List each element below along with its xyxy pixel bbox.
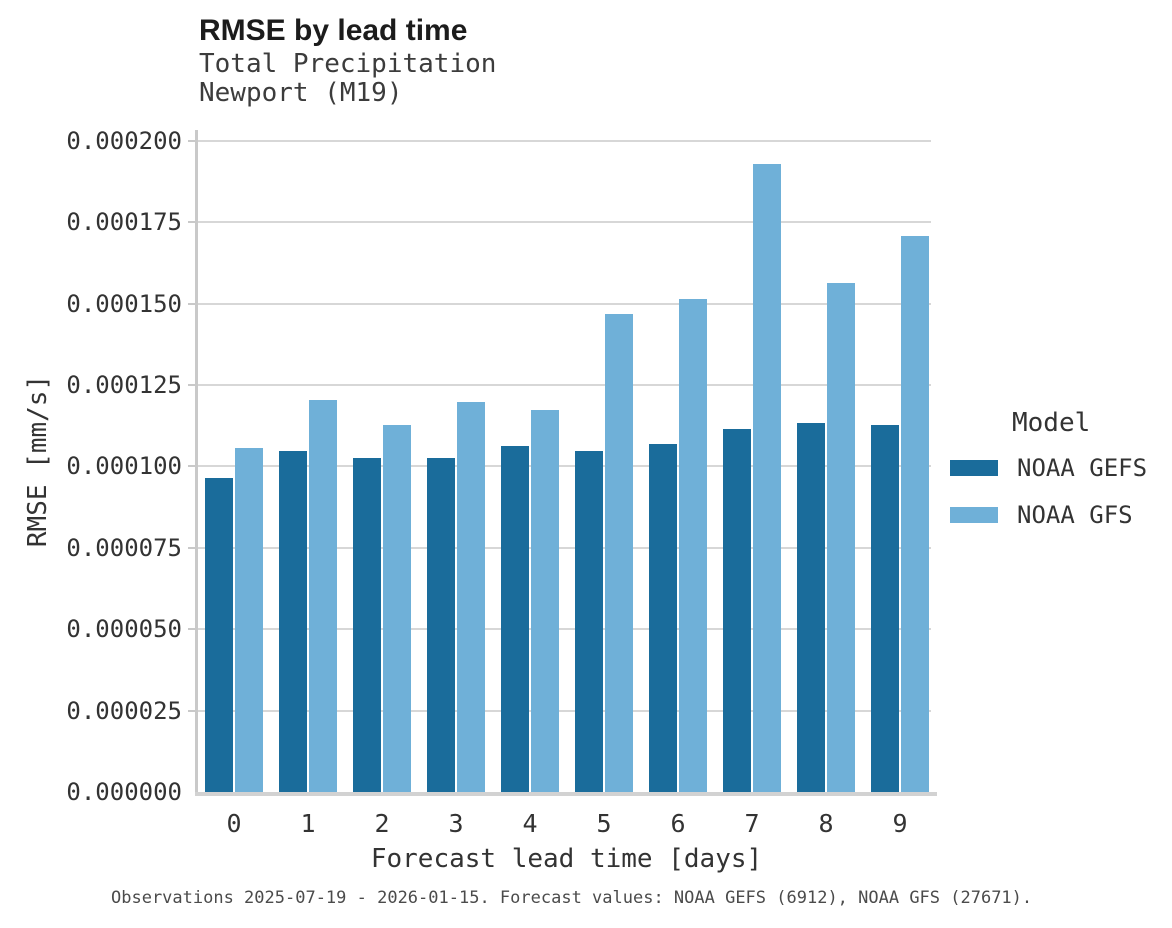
bar-noaa-gefs-day-7 — [723, 429, 751, 792]
gridline — [198, 221, 931, 224]
bar-noaa-gefs-day-3 — [427, 457, 455, 792]
x-axis-line — [195, 792, 937, 796]
y-tick-mark — [188, 302, 195, 305]
x-tick-label: 4 — [522, 809, 538, 838]
x-tick-label: 2 — [374, 809, 390, 838]
y-tick-mark — [188, 465, 195, 468]
legend: Model NOAA GEFS NOAA GFS — [950, 408, 1170, 548]
y-tick-mark — [188, 709, 195, 712]
gridline — [198, 302, 931, 305]
x-tick-label: 8 — [818, 809, 834, 838]
y-tick-mark — [188, 546, 195, 549]
bar-noaa-gfs-day-8 — [827, 283, 855, 792]
bar-noaa-gfs-day-6 — [679, 299, 707, 792]
chart-subtitle-line1: Total Precipitation — [199, 49, 497, 79]
gridline — [198, 628, 931, 631]
legend-item: NOAA GFS — [950, 501, 1170, 529]
y-tick-mark — [188, 628, 195, 631]
legend-label: NOAA GFS — [1017, 501, 1133, 529]
x-tick-label: 3 — [448, 809, 464, 838]
chart-subtitle-line2: Newport (M19) — [199, 78, 403, 108]
bar-noaa-gfs-day-0 — [235, 447, 263, 792]
legend-swatch — [950, 460, 998, 476]
legend-item: NOAA GEFS — [950, 454, 1170, 482]
gridline — [198, 709, 931, 712]
legend-swatch — [950, 507, 998, 523]
bar-noaa-gefs-day-8 — [797, 423, 825, 792]
y-tick-label: 0.000050 — [66, 615, 182, 644]
y-tick-label: 0.000075 — [66, 533, 182, 562]
y-tick-mark — [188, 221, 195, 224]
y-tick-mark — [188, 139, 195, 142]
bar-noaa-gefs-day-0 — [205, 477, 233, 792]
bar-noaa-gfs-day-4 — [531, 410, 559, 792]
y-tick-label: 0.000150 — [66, 289, 182, 318]
legend-title: Model — [1012, 408, 1091, 438]
x-tick-label: 0 — [226, 809, 242, 838]
y-axis-title: RMSE [mm/s] — [23, 374, 53, 548]
chart-title: RMSE by lead time — [199, 14, 468, 47]
bar-noaa-gfs-day-5 — [605, 314, 633, 792]
y-tick-label: 0.000000 — [66, 778, 182, 806]
y-tick-label: 0.000125 — [66, 371, 182, 399]
gridline — [198, 139, 931, 142]
y-tick-mark — [188, 384, 195, 386]
bar-noaa-gefs-day-1 — [279, 451, 307, 792]
y-tick-label: 0.000175 — [66, 208, 182, 237]
gridline — [198, 384, 931, 386]
bar-noaa-gfs-day-1 — [309, 399, 337, 792]
bar-noaa-gfs-day-9 — [901, 235, 929, 792]
gridline — [198, 465, 931, 468]
gridline — [198, 546, 931, 549]
bar-noaa-gefs-day-4 — [501, 446, 529, 792]
bar-noaa-gefs-day-2 — [353, 457, 381, 792]
plot-area: 0.000000 0.000025 0.000050 0.000075 0.000100… — [66, 127, 937, 838]
bar-noaa-gefs-day-9 — [871, 424, 899, 792]
caption: Observations 2025-07-19 - 2026-01-15. Fo… — [111, 888, 1033, 908]
y-tick-label: 0.000200 — [66, 126, 182, 155]
x-tick-label: 7 — [744, 809, 760, 838]
chart-subtitle: Total Precipitation Newport (M19) — [199, 50, 496, 108]
x-tick-label: 9 — [892, 809, 908, 838]
legend-label: NOAA GEFS — [1017, 454, 1148, 482]
y-axis-line — [195, 130, 198, 792]
x-tick-label: 6 — [670, 809, 686, 838]
y-tick-label: 0.000100 — [66, 452, 182, 481]
x-tick-label: 5 — [596, 809, 612, 838]
bar-noaa-gefs-day-5 — [575, 451, 603, 792]
bar-noaa-gfs-day-3 — [457, 401, 485, 792]
x-axis-title: Forecast lead time [days] — [370, 844, 763, 874]
bar-noaa-gfs-day-7 — [753, 163, 781, 792]
bar-noaa-gfs-day-2 — [383, 424, 411, 792]
x-tick-label: 1 — [300, 809, 316, 838]
bar-noaa-gefs-day-6 — [649, 443, 677, 792]
y-tick-label: 0.000025 — [66, 696, 182, 725]
